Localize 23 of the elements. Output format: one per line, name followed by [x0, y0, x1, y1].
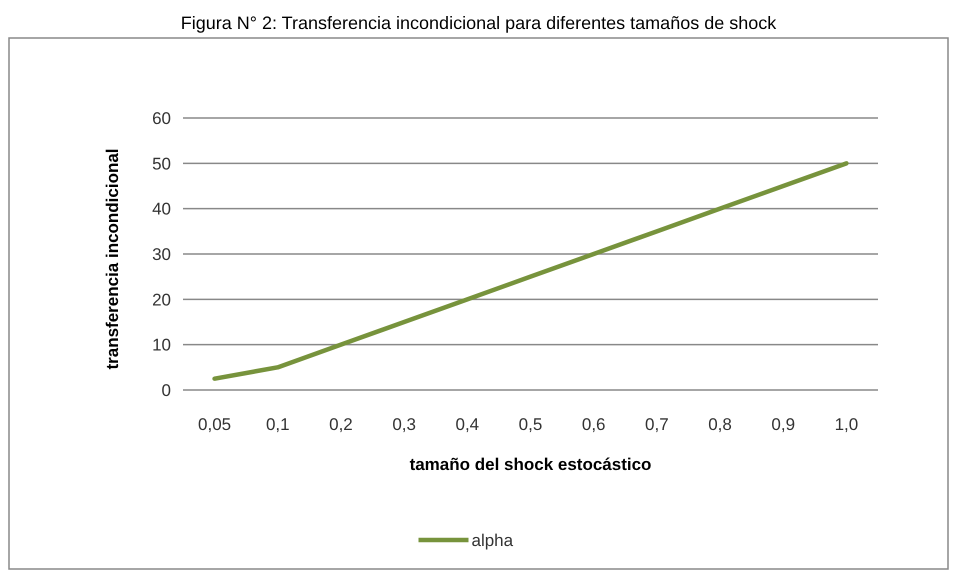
y-tick-label: 10 — [152, 336, 171, 355]
line-series — [212, 161, 849, 381]
y-tick-label: 20 — [152, 290, 171, 310]
x-tick-label: 0,7 — [645, 415, 669, 434]
y-tick-label: 30 — [152, 244, 171, 264]
y-axis-title: transferencia incondicional — [103, 148, 122, 370]
y-tick-label: 40 — [152, 200, 171, 219]
x-tick-label: 0,05 — [198, 415, 232, 434]
x-tick-label: 0,1 — [266, 415, 290, 434]
x-tick-label: 0,4 — [456, 415, 480, 434]
x-tick-label: 0,5 — [518, 415, 542, 434]
x-tick-label: 0,3 — [392, 415, 416, 434]
x-tick-label: 0,9 — [771, 415, 796, 434]
y-tick-label: 60 — [152, 108, 171, 128]
chart-title: Figura N° 2: Transferencia incondicional para diferentes tamaños de shock — [180, 13, 778, 33]
x-tick-label: 0,8 — [708, 415, 732, 434]
x-tick-label: 0,6 — [582, 415, 606, 434]
x-tick-label: 0,2 — [329, 415, 353, 434]
y-tick-label: 0 — [162, 380, 171, 400]
x-tick-label: 1,0 — [834, 415, 858, 434]
y-tick-label: 50 — [152, 154, 171, 174]
legend-label: alpha — [472, 530, 514, 550]
x-axis-title: tamaño del shock estocástico — [410, 455, 652, 474]
